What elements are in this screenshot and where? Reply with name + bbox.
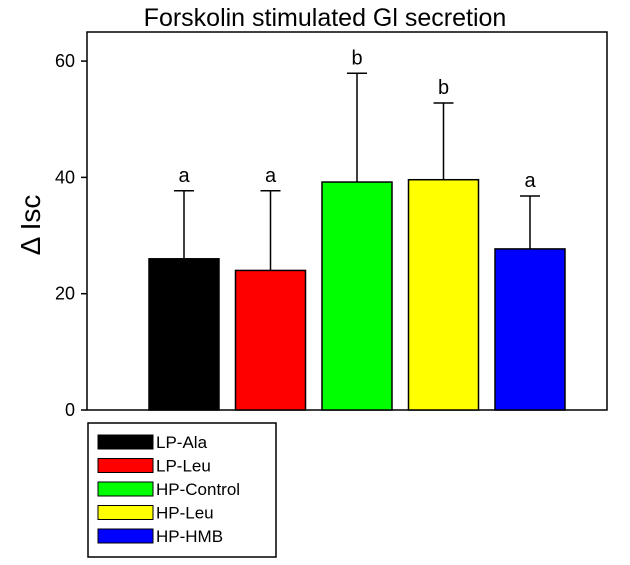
bar-1	[234, 269, 307, 411]
significance-label-0: a	[178, 165, 190, 187]
y-axis-label: Δ Isc	[15, 195, 46, 256]
significance-label-1: a	[265, 165, 277, 187]
bar-4	[494, 248, 566, 411]
plot-area: 0 20 40 60 a a b b a	[55, 31, 608, 420]
chart-title: Forskolin stimulated Gl secretion	[144, 4, 507, 32]
y-tick-label-0: 0	[65, 400, 75, 420]
legend-swatch-0	[97, 434, 154, 450]
significance-label-3: b	[438, 77, 449, 99]
legend-label-3: HP-Leu	[156, 504, 214, 523]
legend-label-2: HP-Control	[156, 480, 240, 499]
bar-3	[407, 178, 480, 411]
y-tick-label-3: 60	[55, 51, 75, 71]
legend-swatch-4	[97, 528, 154, 544]
legend-swatch-1	[97, 458, 154, 473]
legend: LP-Ala LP-Leu HP-Control HP-Leu HP-HMB	[87, 422, 277, 558]
significance-label-4: a	[524, 170, 536, 192]
significance-label-2: b	[351, 47, 362, 69]
y-tick-label-2: 40	[55, 167, 75, 187]
legend-swatch-3	[97, 505, 154, 520]
bar-2	[321, 181, 393, 411]
bar-0	[148, 258, 220, 411]
legend-label-0: LP-Ala	[156, 433, 208, 452]
y-tick-label-1: 20	[55, 284, 75, 304]
legend-label-1: LP-Leu	[156, 457, 211, 476]
legend-label-4: HP-HMB	[156, 527, 223, 546]
legend-swatch-2	[97, 481, 154, 497]
